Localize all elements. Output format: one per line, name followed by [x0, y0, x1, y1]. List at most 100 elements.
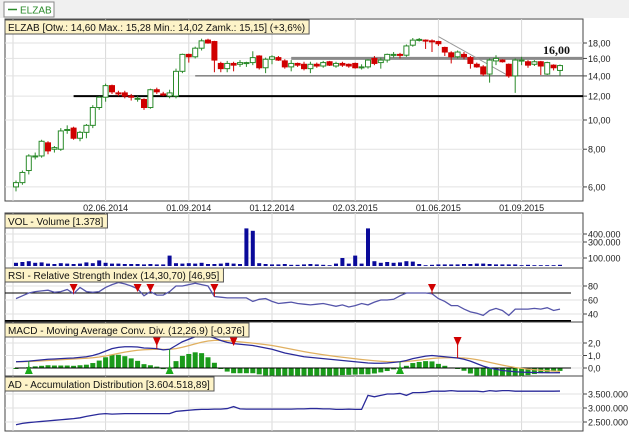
volume-bar — [174, 263, 178, 266]
volume-bar — [487, 264, 492, 266]
candle — [339, 61, 346, 67]
candle — [19, 170, 26, 185]
candle-body — [83, 124, 90, 133]
candle — [525, 60, 531, 68]
candle — [499, 59, 506, 63]
y-tick-label: 0,0 — [588, 364, 601, 374]
candle-body — [486, 59, 493, 75]
candle — [358, 64, 365, 70]
candle-body — [89, 107, 96, 126]
candle-body — [288, 62, 295, 68]
candle-body — [198, 40, 205, 49]
candle — [134, 96, 141, 102]
macd-title-box: MACD - Moving Average Conv. Div. (12,26,… — [4, 322, 250, 338]
candle-body — [365, 59, 371, 68]
histogram-bar — [39, 365, 45, 368]
candle — [102, 83, 109, 102]
histogram-bar — [320, 368, 326, 377]
candle-body — [461, 53, 467, 58]
candle — [249, 51, 256, 66]
histogram-bar — [410, 363, 416, 368]
sell-signal-icon — [428, 284, 436, 292]
candle-body — [409, 39, 416, 46]
histogram-bar — [314, 368, 320, 378]
buy-signal-icon — [24, 365, 33, 374]
candle-body — [25, 155, 32, 172]
histogram-bar — [391, 368, 397, 370]
histogram-bar — [199, 353, 205, 368]
candle-body — [121, 92, 128, 97]
macd-line — [15, 334, 561, 374]
histogram-bar — [378, 368, 384, 373]
volume-bar — [302, 264, 306, 266]
candle — [256, 55, 263, 70]
candle-body — [557, 65, 563, 71]
legend[interactable]: ELZAB — [3, 1, 55, 18]
volume-bar — [180, 263, 185, 266]
volume-bar — [65, 263, 70, 266]
candle — [224, 60, 231, 73]
legend-label: ELZAB — [20, 6, 52, 17]
candle — [505, 63, 512, 78]
candle — [153, 87, 160, 94]
y-tick-label: 2,0 — [588, 339, 601, 349]
candle — [493, 55, 499, 66]
candle — [326, 60, 333, 67]
histogram-bar — [231, 368, 237, 374]
volume-bar — [353, 255, 358, 266]
sell-signal-icon — [210, 284, 219, 292]
volume-bar — [474, 263, 479, 266]
candle — [89, 105, 96, 129]
candle-body — [38, 140, 45, 157]
candle-body — [550, 64, 557, 69]
candle-body — [544, 62, 551, 75]
rsi-title: RSI - Relative Strength Index (14,30,70)… — [8, 271, 219, 282]
volume-bar — [321, 264, 326, 266]
ad-line — [15, 389, 561, 426]
histogram-bar — [115, 354, 121, 368]
candle-body — [448, 52, 455, 58]
candle — [384, 53, 391, 63]
volume-bar — [462, 264, 466, 266]
volume-bar — [372, 261, 377, 266]
candle — [192, 46, 199, 59]
volume-bar — [430, 264, 434, 266]
histogram-bar — [128, 358, 134, 368]
candle — [486, 58, 493, 83]
candle-body — [243, 62, 250, 65]
volume-bar — [340, 258, 345, 266]
volume-bar — [417, 264, 422, 266]
histogram-bar — [122, 356, 128, 368]
candle-body — [102, 85, 109, 98]
volume-bar — [276, 264, 281, 266]
candle — [518, 56, 525, 66]
y-tick-label: 100.000 — [588, 254, 621, 264]
volume-bar — [551, 265, 556, 266]
candle — [294, 62, 301, 67]
volume-bar — [52, 264, 57, 266]
volume-bar — [244, 228, 249, 266]
candle — [70, 126, 77, 140]
candle — [352, 62, 359, 69]
x-tick-label: 01.09.2015 — [499, 203, 544, 213]
volume-bar — [494, 264, 498, 266]
histogram-bar — [269, 368, 275, 377]
candle — [288, 60, 295, 72]
rsi-line — [15, 281, 561, 317]
candle — [13, 180, 19, 192]
volume-bar — [308, 264, 313, 266]
volume-bar — [334, 263, 338, 266]
histogram-bar — [435, 363, 441, 368]
candle-body — [499, 59, 506, 63]
volume-bar — [116, 263, 121, 266]
candle-body — [345, 63, 352, 67]
histogram-bar — [512, 368, 518, 378]
histogram-bar — [403, 365, 409, 368]
candle-body — [109, 85, 115, 93]
histogram-bar — [531, 368, 537, 375]
price-title-box: ELZAB [Otw.: 14,60 Max.: 15,28 Min.: 14,… — [4, 19, 310, 35]
candle-body — [115, 92, 122, 95]
volume-bar — [295, 264, 300, 266]
histogram-bar — [461, 368, 467, 371]
